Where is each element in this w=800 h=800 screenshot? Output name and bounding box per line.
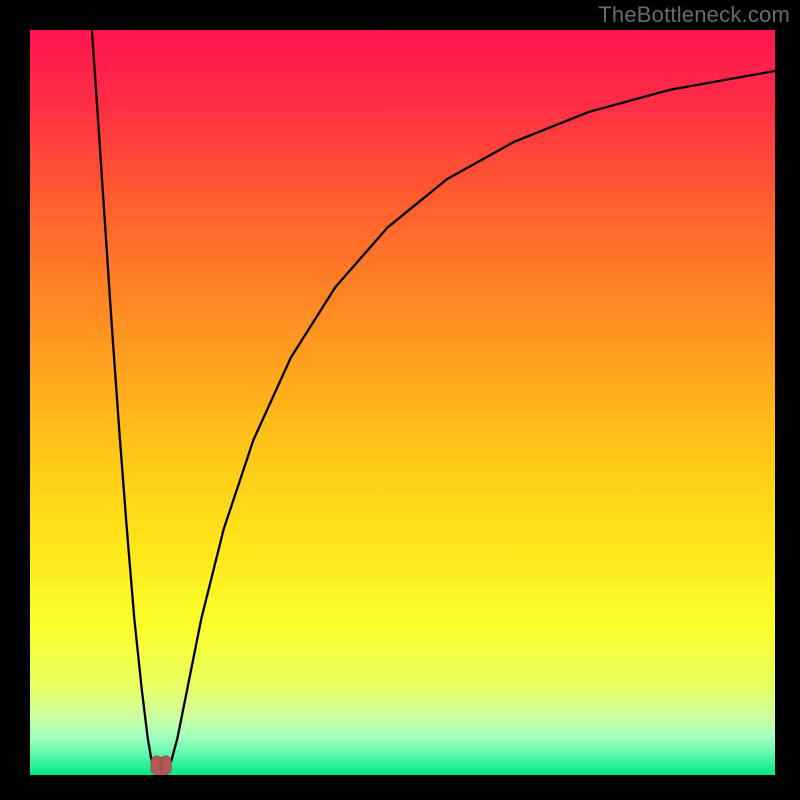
plot-background [30, 30, 775, 775]
watermark-text: TheBottleneck.com [598, 2, 790, 28]
root-container: TheBottleneck.com [0, 0, 800, 800]
bottleneck-chart [0, 0, 800, 800]
optimal-marker [151, 756, 171, 775]
